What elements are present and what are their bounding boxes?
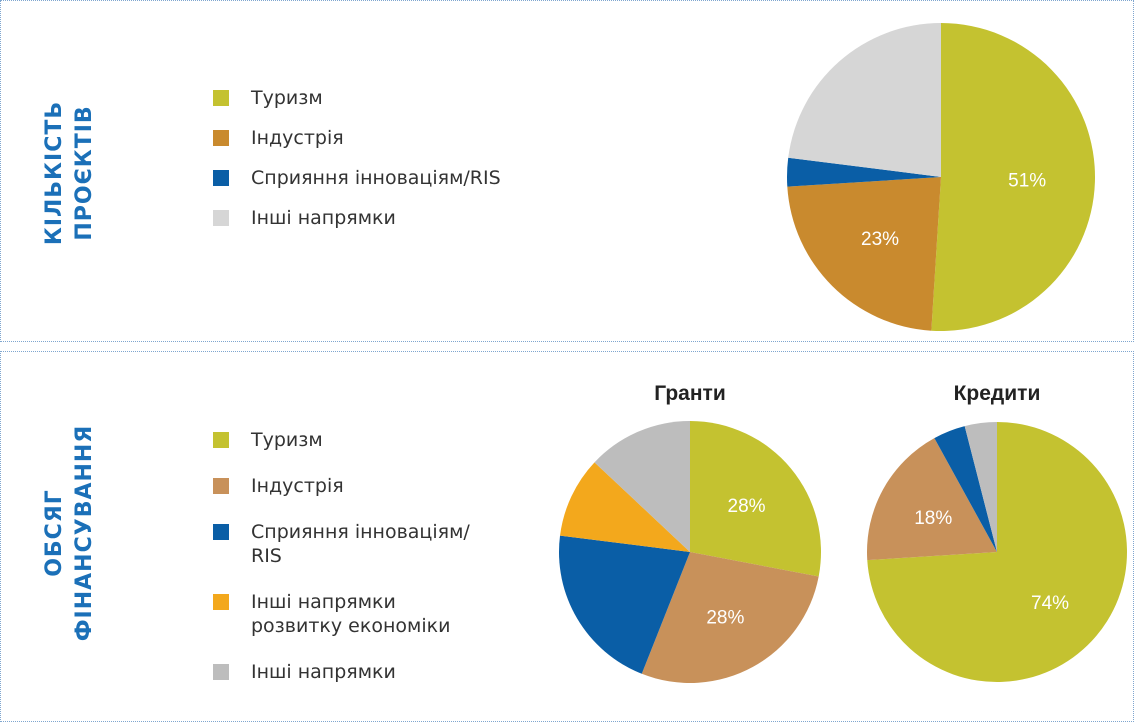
legend-swatch: [213, 664, 229, 680]
legend-swatch: [213, 478, 229, 494]
legend: Туризм Індустрія Сприяння інноваціям/ RIS І…: [213, 428, 470, 684]
pie-slice: [594, 421, 690, 552]
pie-slice: [964, 422, 997, 552]
legend-label: Сприяння інноваціям/RIS: [251, 167, 501, 189]
legend-label: Інші напрямки: [251, 207, 396, 229]
pie-slice: [787, 177, 941, 331]
legend-label: Індустрія: [251, 475, 344, 497]
pie-slice: [934, 426, 997, 552]
legend-item: Індустрія: [213, 474, 470, 498]
legend-label: Туризм: [251, 429, 323, 451]
data-label: 28%: [706, 607, 744, 628]
pie-slice: [641, 552, 819, 684]
legend-swatch: [213, 130, 229, 146]
legend-label: Сприяння інноваціям/ RIS: [251, 521, 470, 567]
legend-item: Сприяння інноваціям/RIS: [213, 166, 501, 190]
legend-label: Інші напрямки: [251, 661, 396, 683]
legend-label: Туризм: [251, 87, 323, 109]
data-label: 74%: [1031, 593, 1069, 614]
pie-slice: [867, 422, 1128, 682]
chart-title: Гранти: [654, 382, 726, 405]
legend-swatch: [213, 170, 229, 186]
legend-swatch: [213, 524, 229, 540]
legend-item: Туризм: [213, 86, 501, 110]
legend-swatch: [213, 594, 229, 610]
pie-slice: [867, 438, 997, 561]
legend: Туризм Індустрія Сприяння інноваціям/RIS Ін…: [213, 86, 501, 230]
pie-slice: [560, 462, 690, 552]
legend-label: Індустрія: [251, 127, 344, 149]
legend-item: Інші напрямки: [213, 206, 501, 230]
legend-swatch: [213, 90, 229, 106]
legend-label: Інші напрямки розвитку економіки: [251, 591, 451, 637]
legend-item: Індустрія: [213, 126, 501, 150]
data-label: 23%: [861, 229, 899, 250]
legend-item: Інші напрямки розвитку економіки: [213, 590, 470, 638]
pie-slice: [931, 23, 1096, 331]
legend-item: Туризм: [213, 428, 470, 452]
pie-slice: [559, 535, 690, 674]
data-label: 18%: [914, 508, 952, 529]
chart-title: Кредити: [954, 382, 1041, 405]
data-label: 51%: [1008, 171, 1046, 192]
pie-slice: [787, 157, 941, 187]
legend-swatch: [213, 210, 229, 226]
pie-slice: [690, 421, 821, 577]
data-label: 28%: [728, 496, 766, 517]
pie-slice: [788, 23, 941, 177]
legend-item: Інші напрямки: [213, 660, 470, 684]
legend-swatch: [213, 432, 229, 448]
legend-item: Сприяння інноваціям/ RIS: [213, 520, 470, 568]
